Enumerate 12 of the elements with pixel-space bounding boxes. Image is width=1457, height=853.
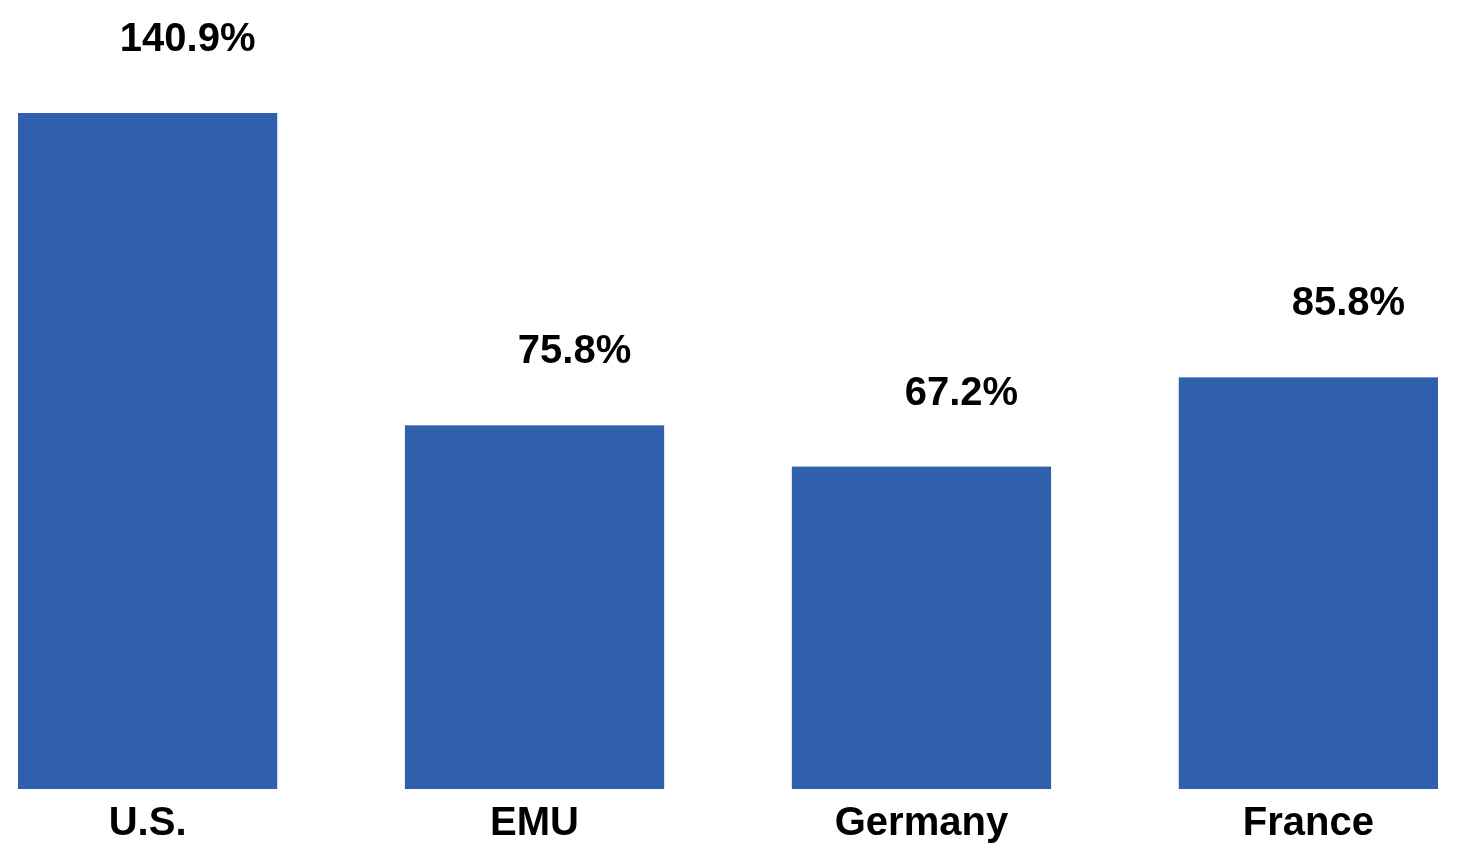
x-tick-label: Germany bbox=[834, 799, 1009, 843]
bar bbox=[404, 425, 665, 789]
x-tick-label: France bbox=[1242, 799, 1374, 843]
bar bbox=[1178, 377, 1438, 789]
data-label: 67.2% bbox=[904, 368, 1019, 413]
bar bbox=[18, 113, 278, 789]
data-label: 140.9% bbox=[119, 15, 256, 59]
x-tick-label: EMU bbox=[490, 799, 579, 843]
data-label: 75.8% bbox=[517, 327, 632, 372]
x-tick-label: U.S. bbox=[108, 799, 187, 843]
data-label: 85.8% bbox=[1291, 279, 1406, 324]
bar bbox=[791, 466, 1052, 789]
